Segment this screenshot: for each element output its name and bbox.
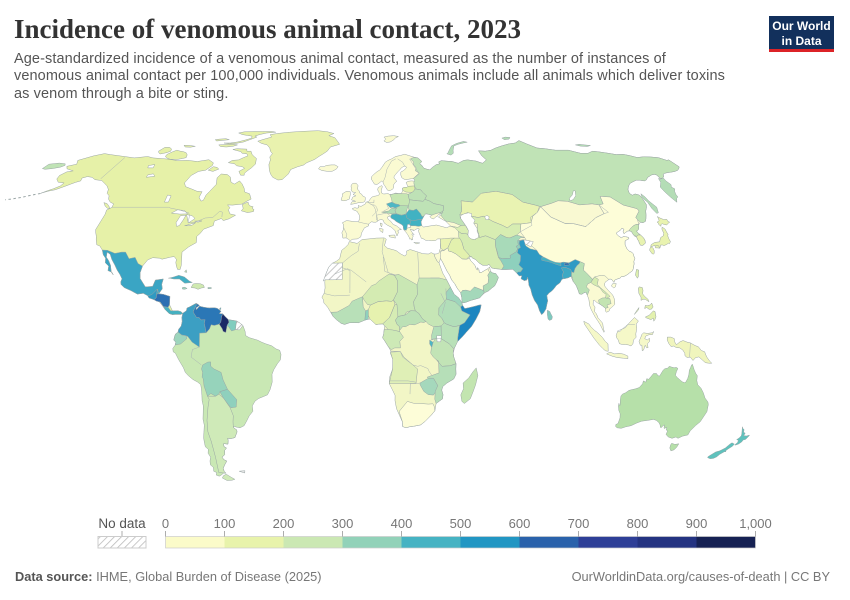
svg-text:800: 800 xyxy=(627,516,649,531)
svg-text:100: 100 xyxy=(214,516,236,531)
svg-text:700: 700 xyxy=(568,516,590,531)
svg-text:0: 0 xyxy=(162,516,169,531)
svg-text:500: 500 xyxy=(450,516,472,531)
svg-text:1,000: 1,000 xyxy=(739,516,772,531)
svg-text:900: 900 xyxy=(686,516,708,531)
svg-text:300: 300 xyxy=(332,516,354,531)
svg-text:600: 600 xyxy=(509,516,531,531)
svg-text:No data: No data xyxy=(98,516,146,531)
svg-text:200: 200 xyxy=(273,516,295,531)
svg-text:400: 400 xyxy=(391,516,413,531)
